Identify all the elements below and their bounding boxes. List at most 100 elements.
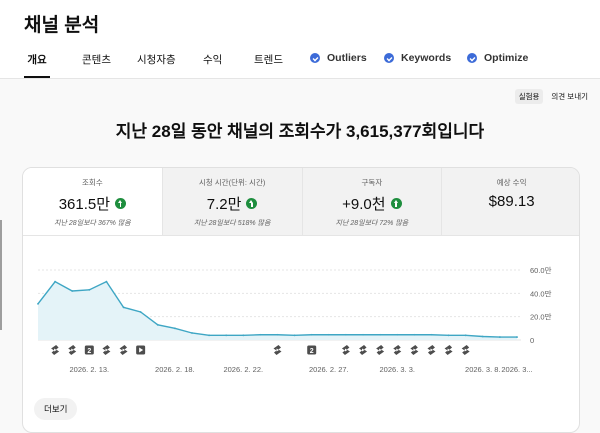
overview-card: 조회수 361.5만 지난 28일보다 367% 많음 시청 시간(단위: 시간… [22, 167, 580, 433]
y-tick-label: 40.0만 [530, 289, 552, 298]
tab-outliers[interactable]: Outliers [310, 50, 367, 78]
shorts-play-glyph [396, 348, 399, 352]
top-actions: 실험용 의견 보내기 [514, 89, 588, 104]
data-point [208, 334, 210, 337]
tab-content[interactable]: 콘텐츠 [82, 54, 111, 66]
tab-revenue[interactable]: 수익 [203, 54, 223, 66]
headline: 지난 28일 동안 채널의 조회수가 3,615,377회입니다 [115, 122, 485, 141]
data-point [396, 333, 399, 336]
arrow-up-icon [115, 198, 127, 209]
data-point [498, 336, 501, 338]
data-point [259, 333, 262, 336]
data-point [379, 333, 382, 336]
shorts-play-glyph [71, 348, 74, 352]
x-tick-label: 2026. 3. 3. [380, 365, 415, 374]
shorts-play-glyph [276, 348, 279, 352]
tab-overview[interactable]: 개요 [24, 50, 50, 78]
x-tick-label: 2026. 3. 8. [465, 365, 500, 374]
metric-value: +9.0천 [342, 196, 386, 213]
metric-value-row: 7.2만 [163, 193, 302, 214]
views-area [38, 281, 517, 340]
shorts-play-glyph [105, 348, 108, 352]
metric-label: 조회수 [82, 178, 103, 187]
data-point [447, 334, 450, 337]
metric-label: 예상 수익 [496, 178, 527, 187]
data-point [327, 333, 330, 336]
shorts-play-glyph [447, 348, 451, 352]
play-glyph [139, 347, 144, 353]
window-edge [0, 220, 2, 330]
metric-value-row: 361.5만 [23, 193, 162, 214]
shorts-play-glyph [344, 348, 348, 352]
extension-check-icon [384, 53, 394, 63]
data-point [191, 332, 193, 334]
shorts-play-glyph [122, 348, 126, 352]
feedback-link[interactable]: 의견 보내기 [551, 92, 588, 101]
x-tick-label: 2026. 2. 27. [309, 365, 349, 374]
metric-comparison: 지난 28일보다 367% 많음 [54, 220, 131, 227]
metric-value: 7.2만 [206, 196, 242, 213]
tab-bar: 개요 콘텐츠 시청자층 수익 트렌드 Outliers Keywords Opt… [0, 50, 600, 78]
data-point [225, 334, 228, 337]
beta-badge: 실험용 [514, 89, 544, 104]
y-tick-label: 60.0만 [530, 266, 552, 275]
page-title: 채널 분석 [24, 15, 100, 36]
metric-comparison: 지난 28일보다 72% 많음 [335, 220, 409, 227]
page-header: 채널 분석 개요 콘텐츠 시청자층 수익 트렌드 Outliers Keywor… [0, 0, 600, 78]
data-point [88, 288, 91, 291]
shorts-play-glyph [54, 348, 57, 352]
tab-optimize[interactable]: Optimize [467, 50, 528, 78]
metric-estimated-revenue[interactable]: 예상 수익 $89.13 [442, 168, 579, 235]
metric-value-row: +9.0천 [303, 193, 442, 214]
metric-value-row: $89.13 [442, 193, 579, 210]
metric-value: $89.13 [488, 193, 535, 210]
extension-check-icon [310, 53, 320, 63]
data-point [71, 290, 74, 292]
data-point [242, 334, 245, 337]
data-point [173, 327, 176, 330]
views-chart[interactable]: 0 20.0만 40.0만 60.0만 2 2 2026. 2. 13. 2026. 2. 1… [23, 236, 580, 433]
data-point [430, 333, 433, 336]
data-point [156, 323, 159, 326]
x-tick-label: 2026. 2. 18. [155, 365, 195, 374]
tab-keywords[interactable]: Keywords [384, 50, 451, 78]
header-divider [0, 78, 600, 79]
tab-trends[interactable]: 트렌드 [254, 54, 283, 66]
upload-count-marker [307, 345, 317, 355]
metric-watch-time[interactable]: 시청 시간(단위: 시간) 7.2만 지난 28일보다 518% 많음 [162, 168, 303, 235]
tab-audience[interactable]: 시청자층 [137, 54, 176, 66]
shorts-play-glyph [464, 348, 468, 352]
data-point [276, 333, 279, 336]
y-tick-label: 20.0만 [530, 313, 552, 322]
x-tick-label: 2026. 2. 13. [70, 365, 110, 374]
data-point [54, 280, 57, 283]
data-point [139, 311, 142, 313]
data-point [481, 335, 484, 338]
show-more-button[interactable]: 더보기 [34, 398, 78, 420]
data-point [293, 334, 296, 337]
metric-views[interactable]: 조회수 361.5만 지난 28일보다 367% 많음 [23, 168, 163, 235]
data-point [362, 333, 364, 336]
data-point [37, 302, 39, 305]
metric-label: 시청 시간(단위: 시간) [198, 178, 266, 187]
shorts-play-glyph [362, 348, 365, 352]
data-point [122, 306, 125, 309]
x-tick-label: 2026. 2. 22. [223, 365, 263, 374]
data-point [413, 333, 416, 336]
shorts-play-glyph [413, 348, 416, 352]
extension-check-icon [467, 53, 477, 63]
shorts-play-glyph [430, 348, 433, 352]
data-point [516, 336, 518, 338]
data-point [310, 333, 313, 336]
metric-comparison: 지난 28일보다 518% 많음 [193, 220, 271, 227]
upload-count-label: 2 [87, 348, 91, 355]
metric-value: 361.5만 [58, 196, 111, 213]
arrow-up-icon [246, 198, 258, 209]
upload-count-marker [84, 345, 94, 355]
data-point [345, 333, 347, 336]
metric-subscribers[interactable]: 구독자 +9.0천 지난 28일보다 72% 많음 [302, 168, 443, 235]
upload-count-label: 2 [310, 348, 314, 355]
metric-label: 구독자 [361, 178, 383, 187]
y-tick-label: 0 [530, 336, 534, 345]
arrow-up-icon [390, 198, 402, 209]
